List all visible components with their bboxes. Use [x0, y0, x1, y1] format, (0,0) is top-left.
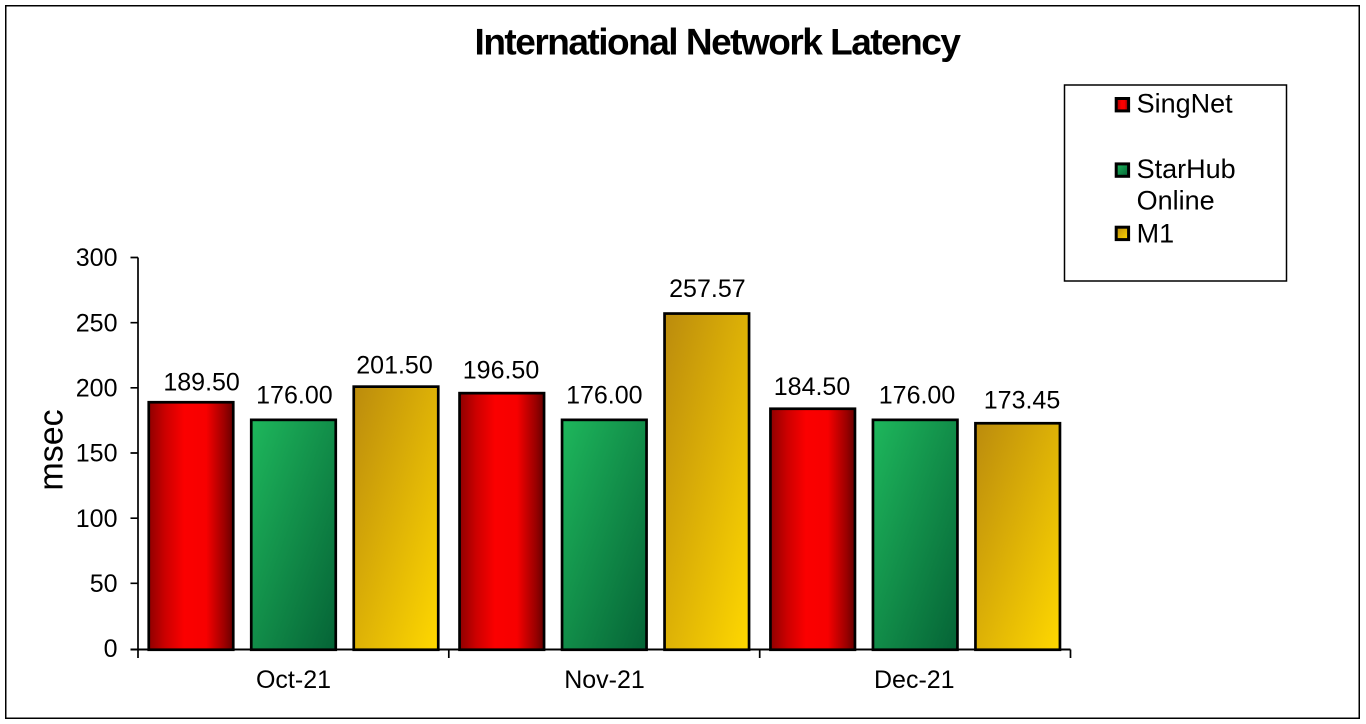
svg-text:50: 50 — [90, 570, 118, 598]
svg-text:257.57: 257.57 — [669, 275, 745, 303]
svg-text:184.50: 184.50 — [774, 373, 850, 401]
svg-text:Dec-21: Dec-21 — [874, 666, 955, 694]
svg-text:M1: M1 — [1137, 219, 1175, 249]
svg-text:150: 150 — [76, 440, 118, 468]
svg-text:Online: Online — [1137, 185, 1215, 215]
svg-text:189.50: 189.50 — [163, 368, 239, 396]
svg-text:300: 300 — [76, 244, 118, 272]
svg-text:196.50: 196.50 — [463, 356, 539, 384]
svg-text:SingNet: SingNet — [1137, 89, 1234, 119]
svg-text:International Network Latency: International Network Latency — [475, 22, 962, 63]
svg-text:Oct-21: Oct-21 — [256, 666, 331, 694]
svg-text:176.00: 176.00 — [879, 381, 955, 409]
svg-text:176.00: 176.00 — [566, 381, 642, 409]
svg-text:StarHub: StarHub — [1137, 154, 1236, 184]
svg-text:100: 100 — [76, 505, 118, 533]
svg-text:176.00: 176.00 — [256, 381, 332, 409]
svg-text:Nov-21: Nov-21 — [564, 666, 645, 694]
svg-text:173.45: 173.45 — [984, 386, 1060, 414]
svg-text:0: 0 — [104, 635, 118, 663]
svg-text:250: 250 — [76, 309, 118, 337]
svg-text:201.50: 201.50 — [356, 352, 432, 380]
svg-text:msec: msec — [33, 409, 71, 490]
svg-text:200: 200 — [76, 374, 118, 402]
